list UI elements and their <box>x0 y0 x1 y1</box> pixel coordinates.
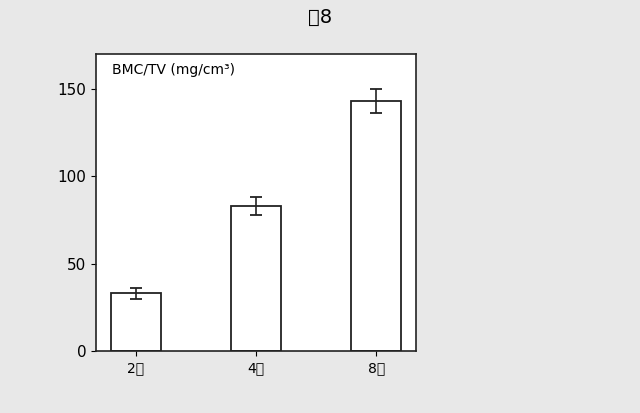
Text: 図8: 図8 <box>308 8 332 27</box>
Text: BMC/TV (mg/cm³): BMC/TV (mg/cm³) <box>112 63 235 76</box>
Bar <box>351 101 401 351</box>
Bar <box>111 293 161 351</box>
Bar <box>231 206 281 351</box>
